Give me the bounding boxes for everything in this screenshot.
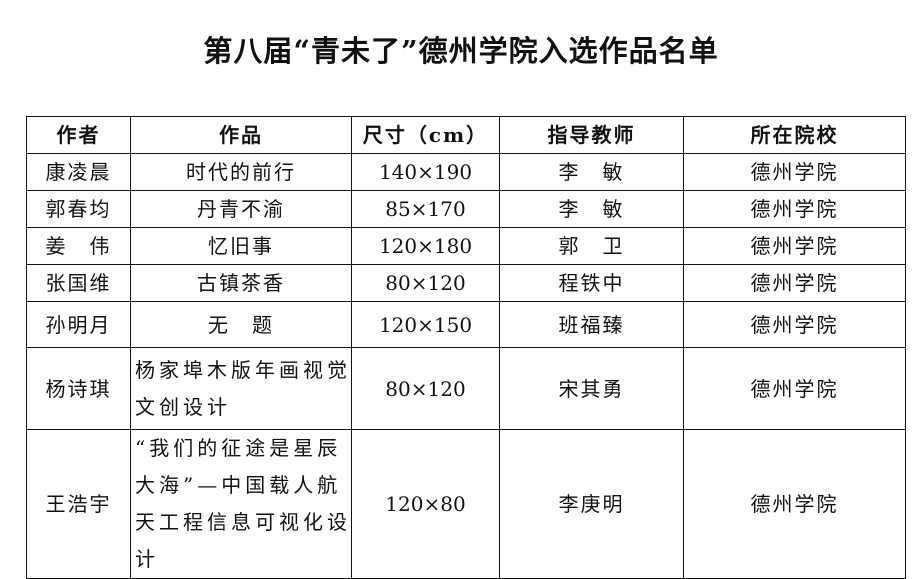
work-cell: 忆旧事 — [130, 227, 352, 265]
table-row: 郭春均 丹青不渝 85×170 李 敏德州学院 — [26, 190, 906, 228]
author-cell: 孙明月 — [26, 301, 131, 348]
header-row: 作者 作品 尺寸（cm） 指导教师 所在院校 — [26, 116, 906, 154]
teacher-cell: 程铁中 — [499, 264, 684, 302]
teacher-cell: 李 敏 — [499, 190, 684, 228]
size-cell: 120×150 — [351, 301, 500, 348]
author-cell: 王浩宇 — [26, 429, 131, 579]
work-cell: 杨家埠木版年画视觉文创设计 — [130, 347, 352, 430]
school-cell: 德州学院 — [683, 264, 906, 302]
school-cell: 德州学院 — [683, 153, 906, 191]
header-school: 所在院校 — [683, 116, 906, 154]
teacher-cell: 宋其勇 — [499, 347, 684, 430]
table-row: 孙明月无 题 120×150 班福臻 德州学院 — [26, 301, 906, 348]
work-cell: 丹青不渝 — [130, 190, 352, 228]
school-cell: 德州学院 — [683, 227, 906, 265]
teacher-cell: 李 敏 — [499, 153, 684, 191]
selection-table: 作者 作品 尺寸（cm） 指导教师 所在院校 康凌晨 时代的前行 140×190 李 … — [26, 116, 906, 579]
teacher-cell: 郭 卫 — [499, 227, 684, 265]
size-cell: 80×120 — [351, 264, 500, 302]
work-cell: 古镇茶香 — [130, 264, 352, 302]
school-cell: 德州学院 — [683, 347, 906, 430]
size-cell: 120×80 — [351, 429, 500, 579]
header-teacher: 指导教师 — [499, 116, 684, 154]
header-size: 尺寸（cm） — [351, 116, 500, 154]
table-row: 康凌晨 时代的前行 140×190 李 敏德州学院 — [26, 153, 906, 191]
size-cell: 85×170 — [351, 190, 500, 228]
work-cell: 时代的前行 — [130, 153, 352, 191]
header-author: 作者 — [26, 116, 131, 154]
school-cell: 德州学院 — [683, 429, 906, 579]
school-cell: 德州学院 — [683, 301, 906, 348]
page-title: 第八届“青未了”德州学院入选作品名单 — [203, 34, 719, 68]
work-cell: “我们的征途是星辰大海”—中国载人航天工程信息可视化设计 — [130, 429, 352, 579]
work-cell: 无 题 — [130, 301, 352, 348]
size-cell: 80×120 — [351, 347, 500, 430]
teacher-cell: 李庚明 — [499, 429, 684, 579]
header-work: 作品 — [130, 116, 352, 154]
author-cell: 杨诗琪 — [26, 347, 131, 430]
author-cell: 姜 伟 — [26, 227, 131, 265]
teacher-cell: 班福臻 — [499, 301, 684, 348]
school-cell: 德州学院 — [683, 190, 906, 228]
table-row: 姜 伟忆旧事 120×180 郭 卫德州学院 — [26, 227, 906, 265]
table-row: 杨诗琪 杨家埠木版年画视觉文创设计 80×120 宋其勇 德州学院 — [26, 347, 906, 430]
author-cell: 张国维 — [26, 264, 131, 302]
table-row: 张国维 古镇茶香 80×120 程铁中 德州学院 — [26, 264, 906, 302]
table-row: 王浩宇 “我们的征途是星辰大海”—中国载人航天工程信息可视化设计 120×80 李庚明… — [26, 429, 906, 579]
size-cell: 140×190 — [351, 153, 500, 191]
author-cell: 康凌晨 — [26, 153, 131, 191]
size-cell: 120×180 — [351, 227, 500, 265]
author-cell: 郭春均 — [26, 190, 131, 228]
